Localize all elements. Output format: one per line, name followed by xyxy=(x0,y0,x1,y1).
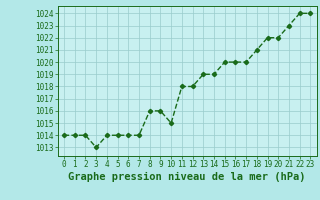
X-axis label: Graphe pression niveau de la mer (hPa): Graphe pression niveau de la mer (hPa) xyxy=(68,172,306,182)
